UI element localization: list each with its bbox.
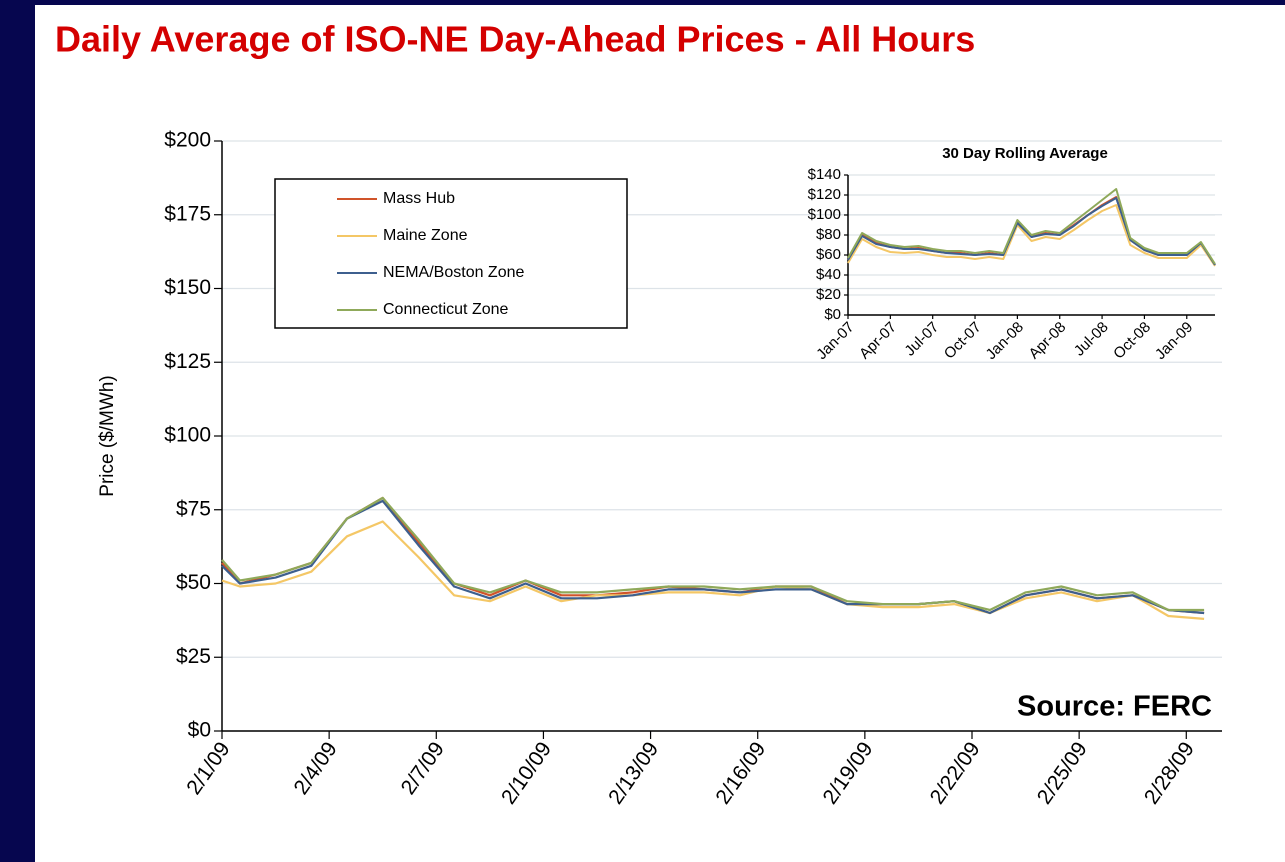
inset-title: 30 Day Rolling Average xyxy=(942,145,1108,162)
series-line xyxy=(847,197,1216,266)
source-note: Source: FERC xyxy=(1017,691,1212,723)
slide-title: Daily Average of ISO-NE Day-Ahead Prices… xyxy=(55,19,975,60)
y-tick-label: $140 xyxy=(808,166,841,183)
y-tick-label: $0 xyxy=(188,719,211,742)
legend-label: NEMA/Boston Zone xyxy=(383,264,525,281)
y-tick-label: $25 xyxy=(176,645,211,668)
y-tick-label: $100 xyxy=(808,206,841,223)
series-line xyxy=(847,204,1216,267)
y-axis-label: Price ($/MWh) xyxy=(97,375,118,496)
y-tick-label: $40 xyxy=(816,266,841,283)
y-tick-label: $100 xyxy=(164,424,211,447)
y-tick-label: $50 xyxy=(176,571,211,594)
y-tick-label: $75 xyxy=(176,497,211,520)
y-tick-label: $125 xyxy=(164,350,211,373)
y-tick-label: $120 xyxy=(808,186,841,203)
y-tick-label: $150 xyxy=(164,276,211,299)
y-tick-label: $0 xyxy=(824,306,841,323)
legend-label: Connecticut Zone xyxy=(383,301,509,318)
y-tick-label: $60 xyxy=(816,246,841,263)
y-tick-label: $200 xyxy=(164,129,211,152)
legend-label: Mass Hub xyxy=(383,190,455,207)
series-line xyxy=(221,496,1205,612)
slide-panel xyxy=(35,5,1285,862)
series-line xyxy=(847,188,1216,265)
series-line xyxy=(221,499,1205,615)
legend-label: Maine Zone xyxy=(383,227,468,244)
legend-box xyxy=(274,178,628,329)
y-tick-label: $20 xyxy=(816,286,841,303)
y-tick-label: $80 xyxy=(816,226,841,243)
series-line xyxy=(221,520,1205,620)
y-tick-label: $175 xyxy=(164,202,211,225)
